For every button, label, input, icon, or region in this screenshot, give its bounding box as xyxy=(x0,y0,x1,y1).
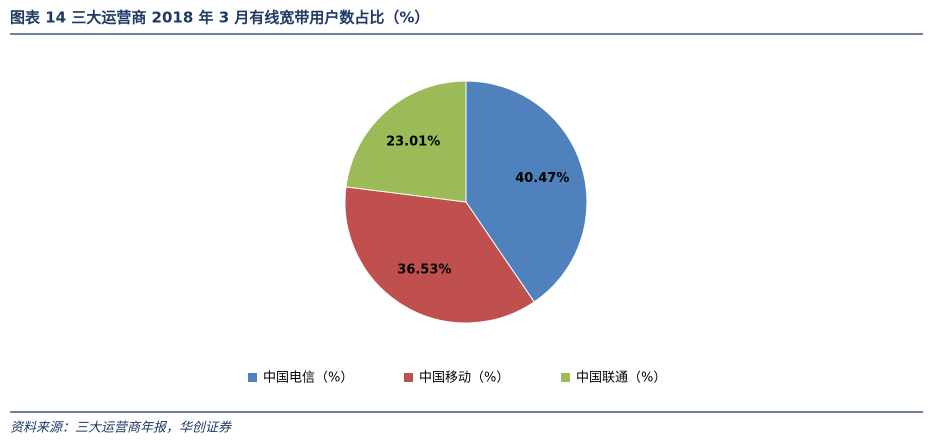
data-label: 23.01% xyxy=(386,135,440,150)
legend-swatch xyxy=(248,373,257,382)
legend-label: 中国电信（%） xyxy=(263,371,353,386)
pie-slice xyxy=(345,80,467,203)
legend-swatch xyxy=(561,373,570,382)
pie-slice xyxy=(465,80,588,303)
data-label: 40.47% xyxy=(515,171,569,186)
source-note: 资料来源：三大运营商年报，华创证券 xyxy=(10,421,232,436)
data-label: 36.53% xyxy=(397,263,451,278)
legend-label: 中国联通（%） xyxy=(576,371,666,386)
legend-swatch xyxy=(404,373,413,382)
legend-label: 中国移动（%） xyxy=(419,371,509,386)
chart-title: 图表 14 三大运营商 2018 年 3 月有线宽带用户数占比（%） xyxy=(10,9,429,27)
pie-slice xyxy=(344,186,535,324)
